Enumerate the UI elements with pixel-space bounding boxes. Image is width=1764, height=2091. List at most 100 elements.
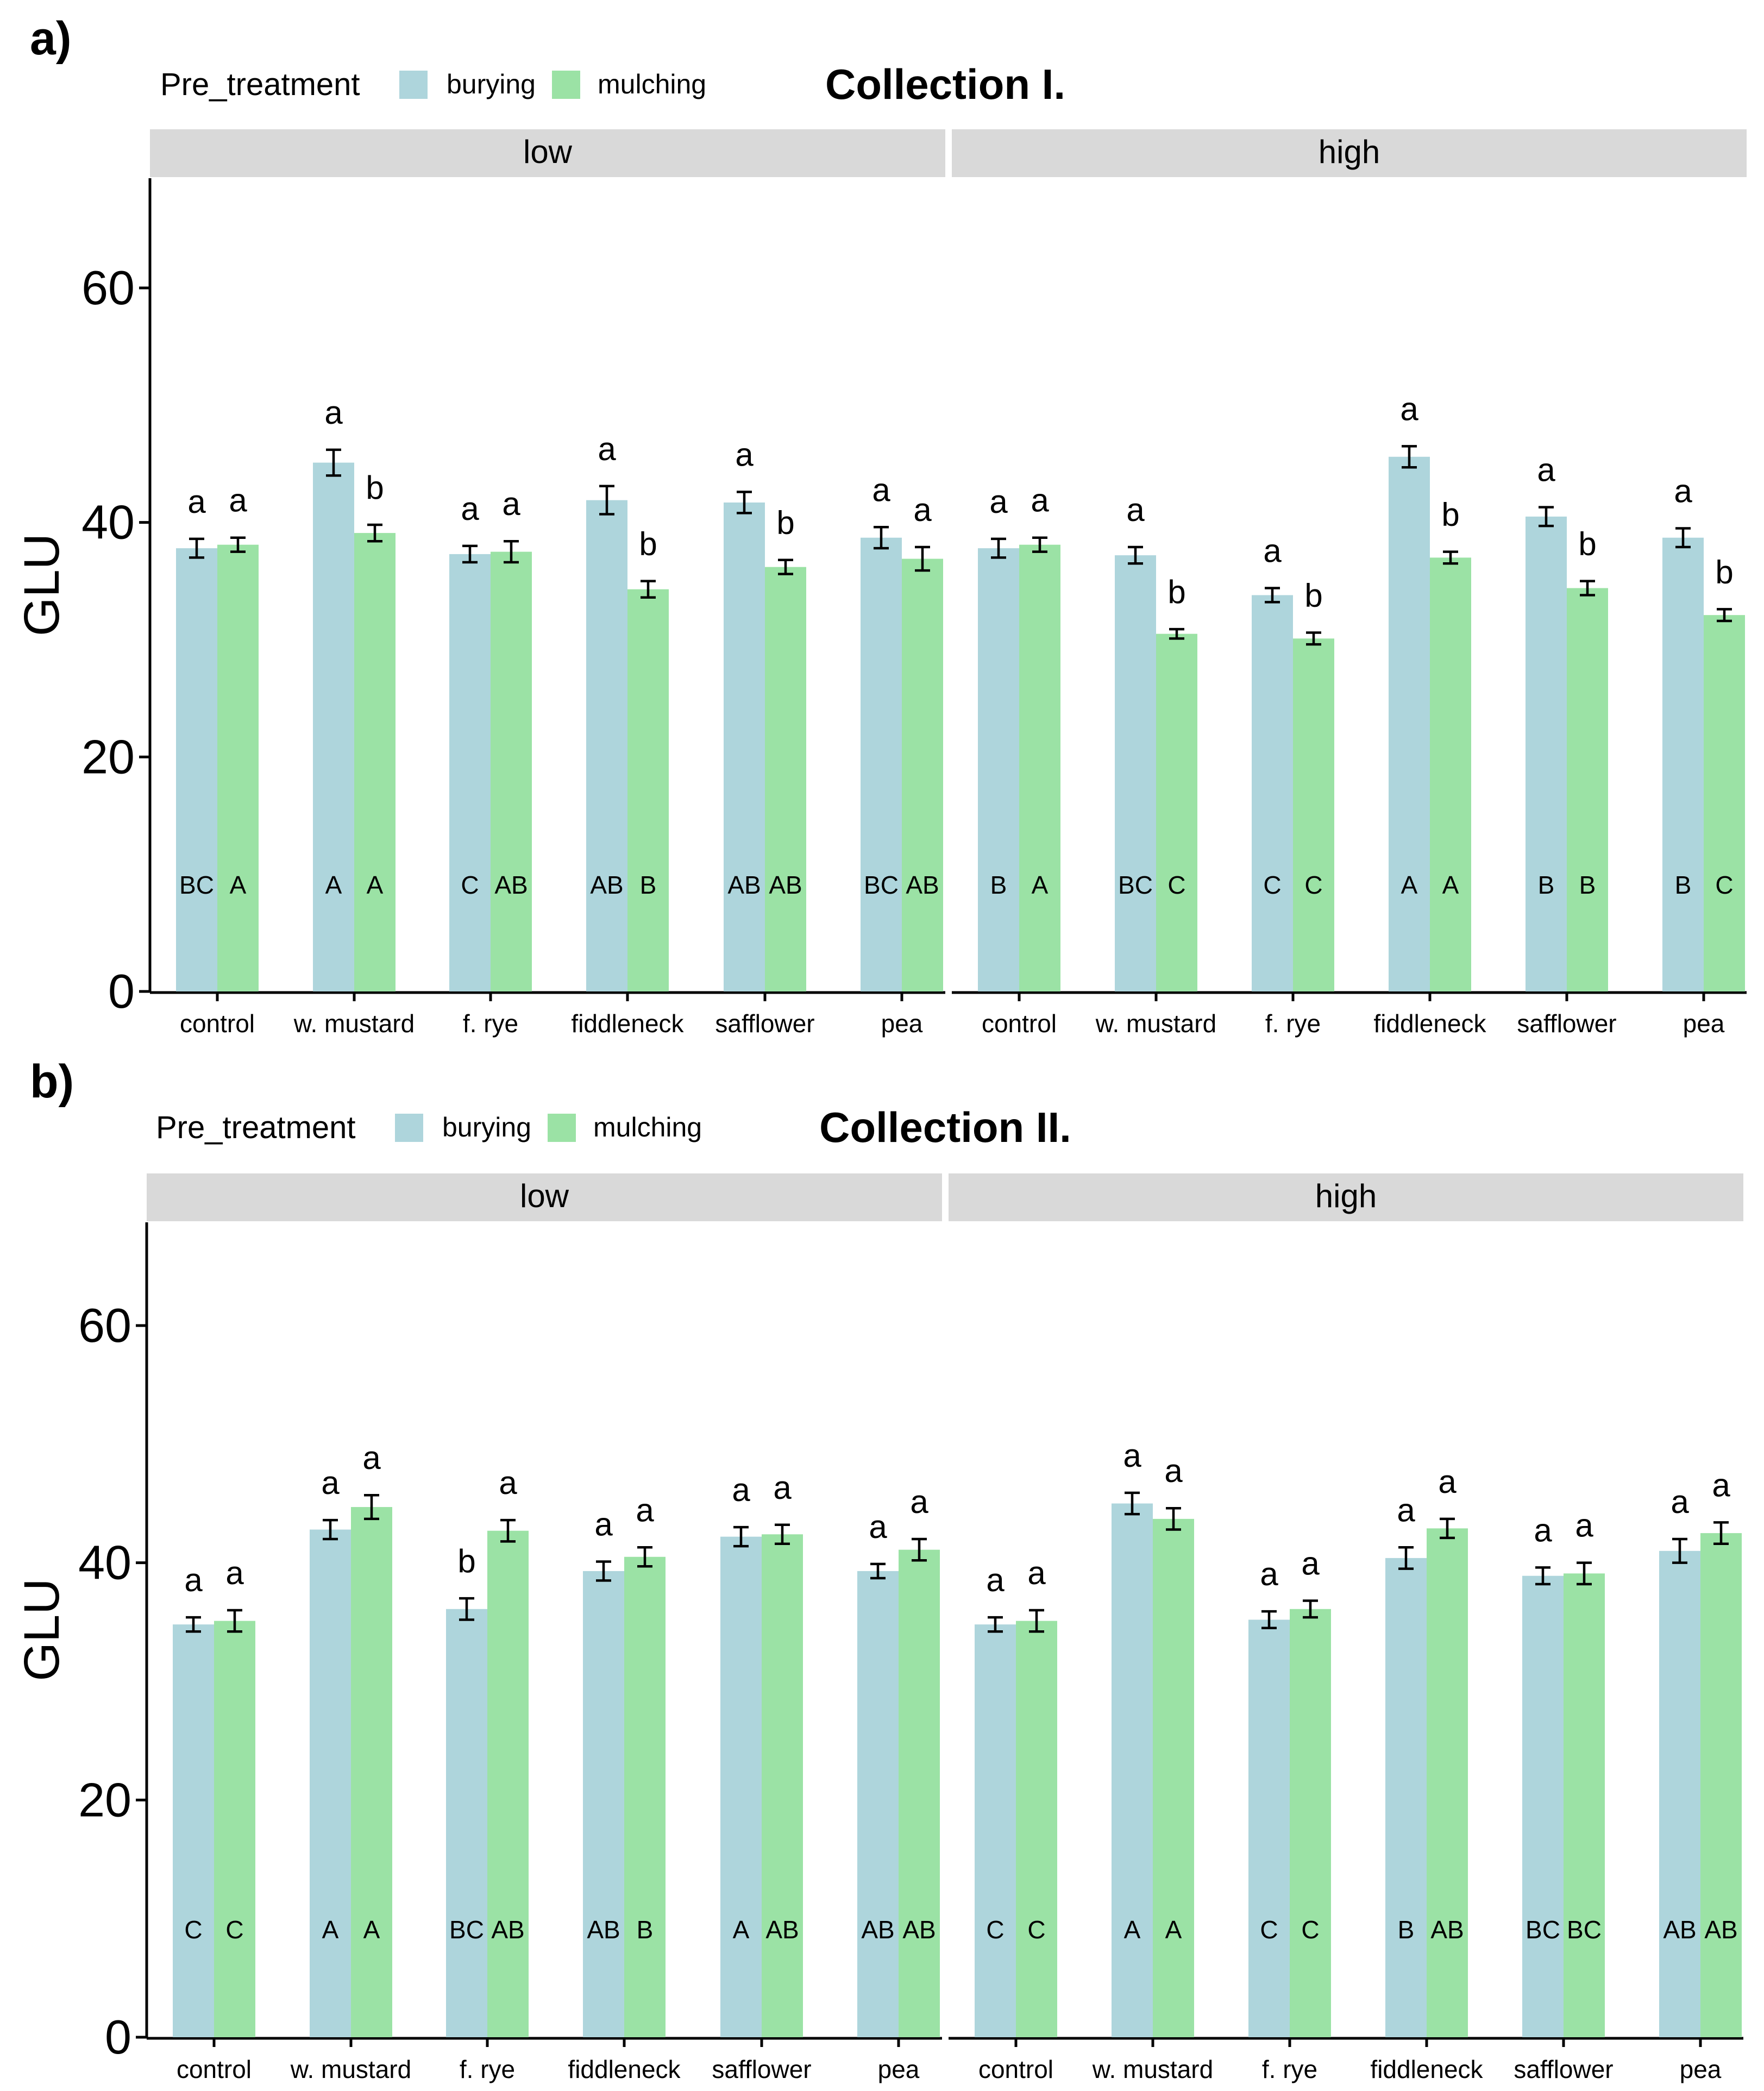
facet-strip-high xyxy=(949,1173,1743,1221)
letter-lower: a xyxy=(321,1465,340,1501)
letter-lower: a xyxy=(362,1440,381,1476)
letter-lower: b xyxy=(1578,526,1596,562)
letter-upper: AB xyxy=(902,1916,936,1944)
letter-lower: a xyxy=(1164,1453,1183,1489)
bar-burying xyxy=(1252,595,1293,991)
letter-lower: a xyxy=(1671,1484,1689,1520)
bar-burying xyxy=(176,548,217,991)
bar-mulching xyxy=(762,1534,803,2037)
letter-lower: a xyxy=(869,1509,887,1545)
bar-burying xyxy=(1248,1619,1290,2037)
letter-lower: a xyxy=(735,437,754,473)
letter-lower: a xyxy=(187,483,206,520)
bar-mulching xyxy=(902,558,943,991)
bar-burying xyxy=(1522,1575,1564,2037)
letter-upper: AB xyxy=(587,1916,620,1944)
letter-upper: AB xyxy=(769,871,802,899)
letter-upper: C xyxy=(1301,1916,1319,1944)
legend-label-mulching: mulching xyxy=(593,1112,702,1142)
bar-burying xyxy=(1659,1550,1700,2037)
letter-upper: A xyxy=(367,871,384,899)
bar-burying xyxy=(1385,1558,1427,2037)
y-tick-label: 20 xyxy=(78,1773,131,1826)
legend-label-burying: burying xyxy=(442,1112,531,1142)
bar-burying xyxy=(1526,516,1567,991)
bar-burying xyxy=(975,1624,1016,2037)
panel-label: a) xyxy=(30,12,71,65)
letter-lower: a xyxy=(1397,1492,1415,1528)
letter-upper: B xyxy=(1579,871,1596,899)
letter-lower: a xyxy=(502,486,520,522)
facet-strip-low xyxy=(150,129,945,177)
bar-mulching xyxy=(627,589,669,991)
x-tick-label: safflower xyxy=(1514,2055,1613,2083)
x-tick-label: pea xyxy=(881,1009,923,1038)
letter-upper: C xyxy=(1167,871,1185,899)
letter-lower: a xyxy=(1301,1546,1320,1582)
bar-mulching xyxy=(1430,557,1471,991)
panel-label: b) xyxy=(30,1056,74,1108)
bar-burying xyxy=(446,1609,487,2037)
letter-lower: a xyxy=(872,472,890,508)
letter-upper: A xyxy=(1442,871,1459,899)
bar-mulching xyxy=(1016,1621,1057,2037)
bar-mulching xyxy=(354,533,396,991)
letter-upper: BC xyxy=(864,871,899,899)
letter-upper: AB xyxy=(765,1916,799,1944)
letter-lower: a xyxy=(910,1484,928,1520)
letter-lower: b xyxy=(1715,554,1733,590)
x-tick-label: safflower xyxy=(715,1009,814,1038)
letter-upper: AB xyxy=(1704,1916,1737,1944)
letter-lower: b xyxy=(776,505,794,541)
letter-upper: C xyxy=(184,1916,202,1944)
letter-lower: a xyxy=(986,1562,1005,1598)
legend-title: Pre_treatment xyxy=(156,1110,356,1145)
bar-mulching xyxy=(899,1549,940,2037)
bar-burying xyxy=(313,462,354,991)
x-tick-label: control xyxy=(180,1009,255,1038)
bar-mulching xyxy=(1700,1533,1742,2037)
legend-label-mulching: mulching xyxy=(598,69,706,99)
letter-upper: B xyxy=(1398,1916,1415,1944)
letter-lower: a xyxy=(1263,533,1282,569)
facet-strip-label: high xyxy=(1315,1178,1377,1214)
y-tick-label: 40 xyxy=(78,1536,131,1590)
y-tick-label: 0 xyxy=(108,964,135,1018)
letter-lower: a xyxy=(1400,391,1418,427)
letter-lower: a xyxy=(324,394,343,431)
letter-upper: B xyxy=(637,1916,654,1944)
letter-upper: AB xyxy=(906,871,939,899)
letter-lower: a xyxy=(1674,473,1692,509)
letter-lower: a xyxy=(732,1472,750,1508)
letter-upper: C xyxy=(1715,871,1733,899)
x-tick-label: pea xyxy=(1680,2055,1722,2083)
x-tick-label: control xyxy=(978,2055,1053,2083)
bar-mulching xyxy=(214,1621,255,2037)
letter-lower: a xyxy=(636,1492,654,1528)
letter-upper: C xyxy=(225,1916,243,1944)
x-tick-label: safflower xyxy=(1517,1009,1616,1038)
bar-mulching xyxy=(217,544,259,991)
letter-lower: a xyxy=(499,1465,517,1501)
letter-upper: BC xyxy=(179,871,214,899)
letter-upper: C xyxy=(1260,1916,1278,1944)
y-tick-label: 20 xyxy=(81,730,135,783)
bar-mulching xyxy=(1293,638,1334,991)
letter-lower: b xyxy=(1167,574,1185,610)
x-tick-label: w. mustard xyxy=(1095,1009,1216,1038)
x-tick-label: pea xyxy=(878,2055,920,2083)
bar-burying xyxy=(310,1529,351,2037)
letter-upper: BC xyxy=(449,1916,484,1944)
letter-lower: b xyxy=(1304,577,1322,614)
chart-panel-b: b) Pre_treatment burying mulching Collection… xyxy=(14,1056,1743,2083)
letter-lower: a xyxy=(1031,482,1049,519)
facet-strip-low xyxy=(147,1173,942,1221)
letter-lower: b xyxy=(1441,497,1459,533)
letter-lower: a xyxy=(229,482,247,519)
bar-burying xyxy=(1112,1503,1153,2037)
chart-panel-a: a) Pre_treatment burying mulching Collection… xyxy=(14,12,1747,1038)
bar-burying xyxy=(861,537,902,991)
bar-burying xyxy=(1662,537,1704,991)
letter-lower: b xyxy=(366,469,384,506)
